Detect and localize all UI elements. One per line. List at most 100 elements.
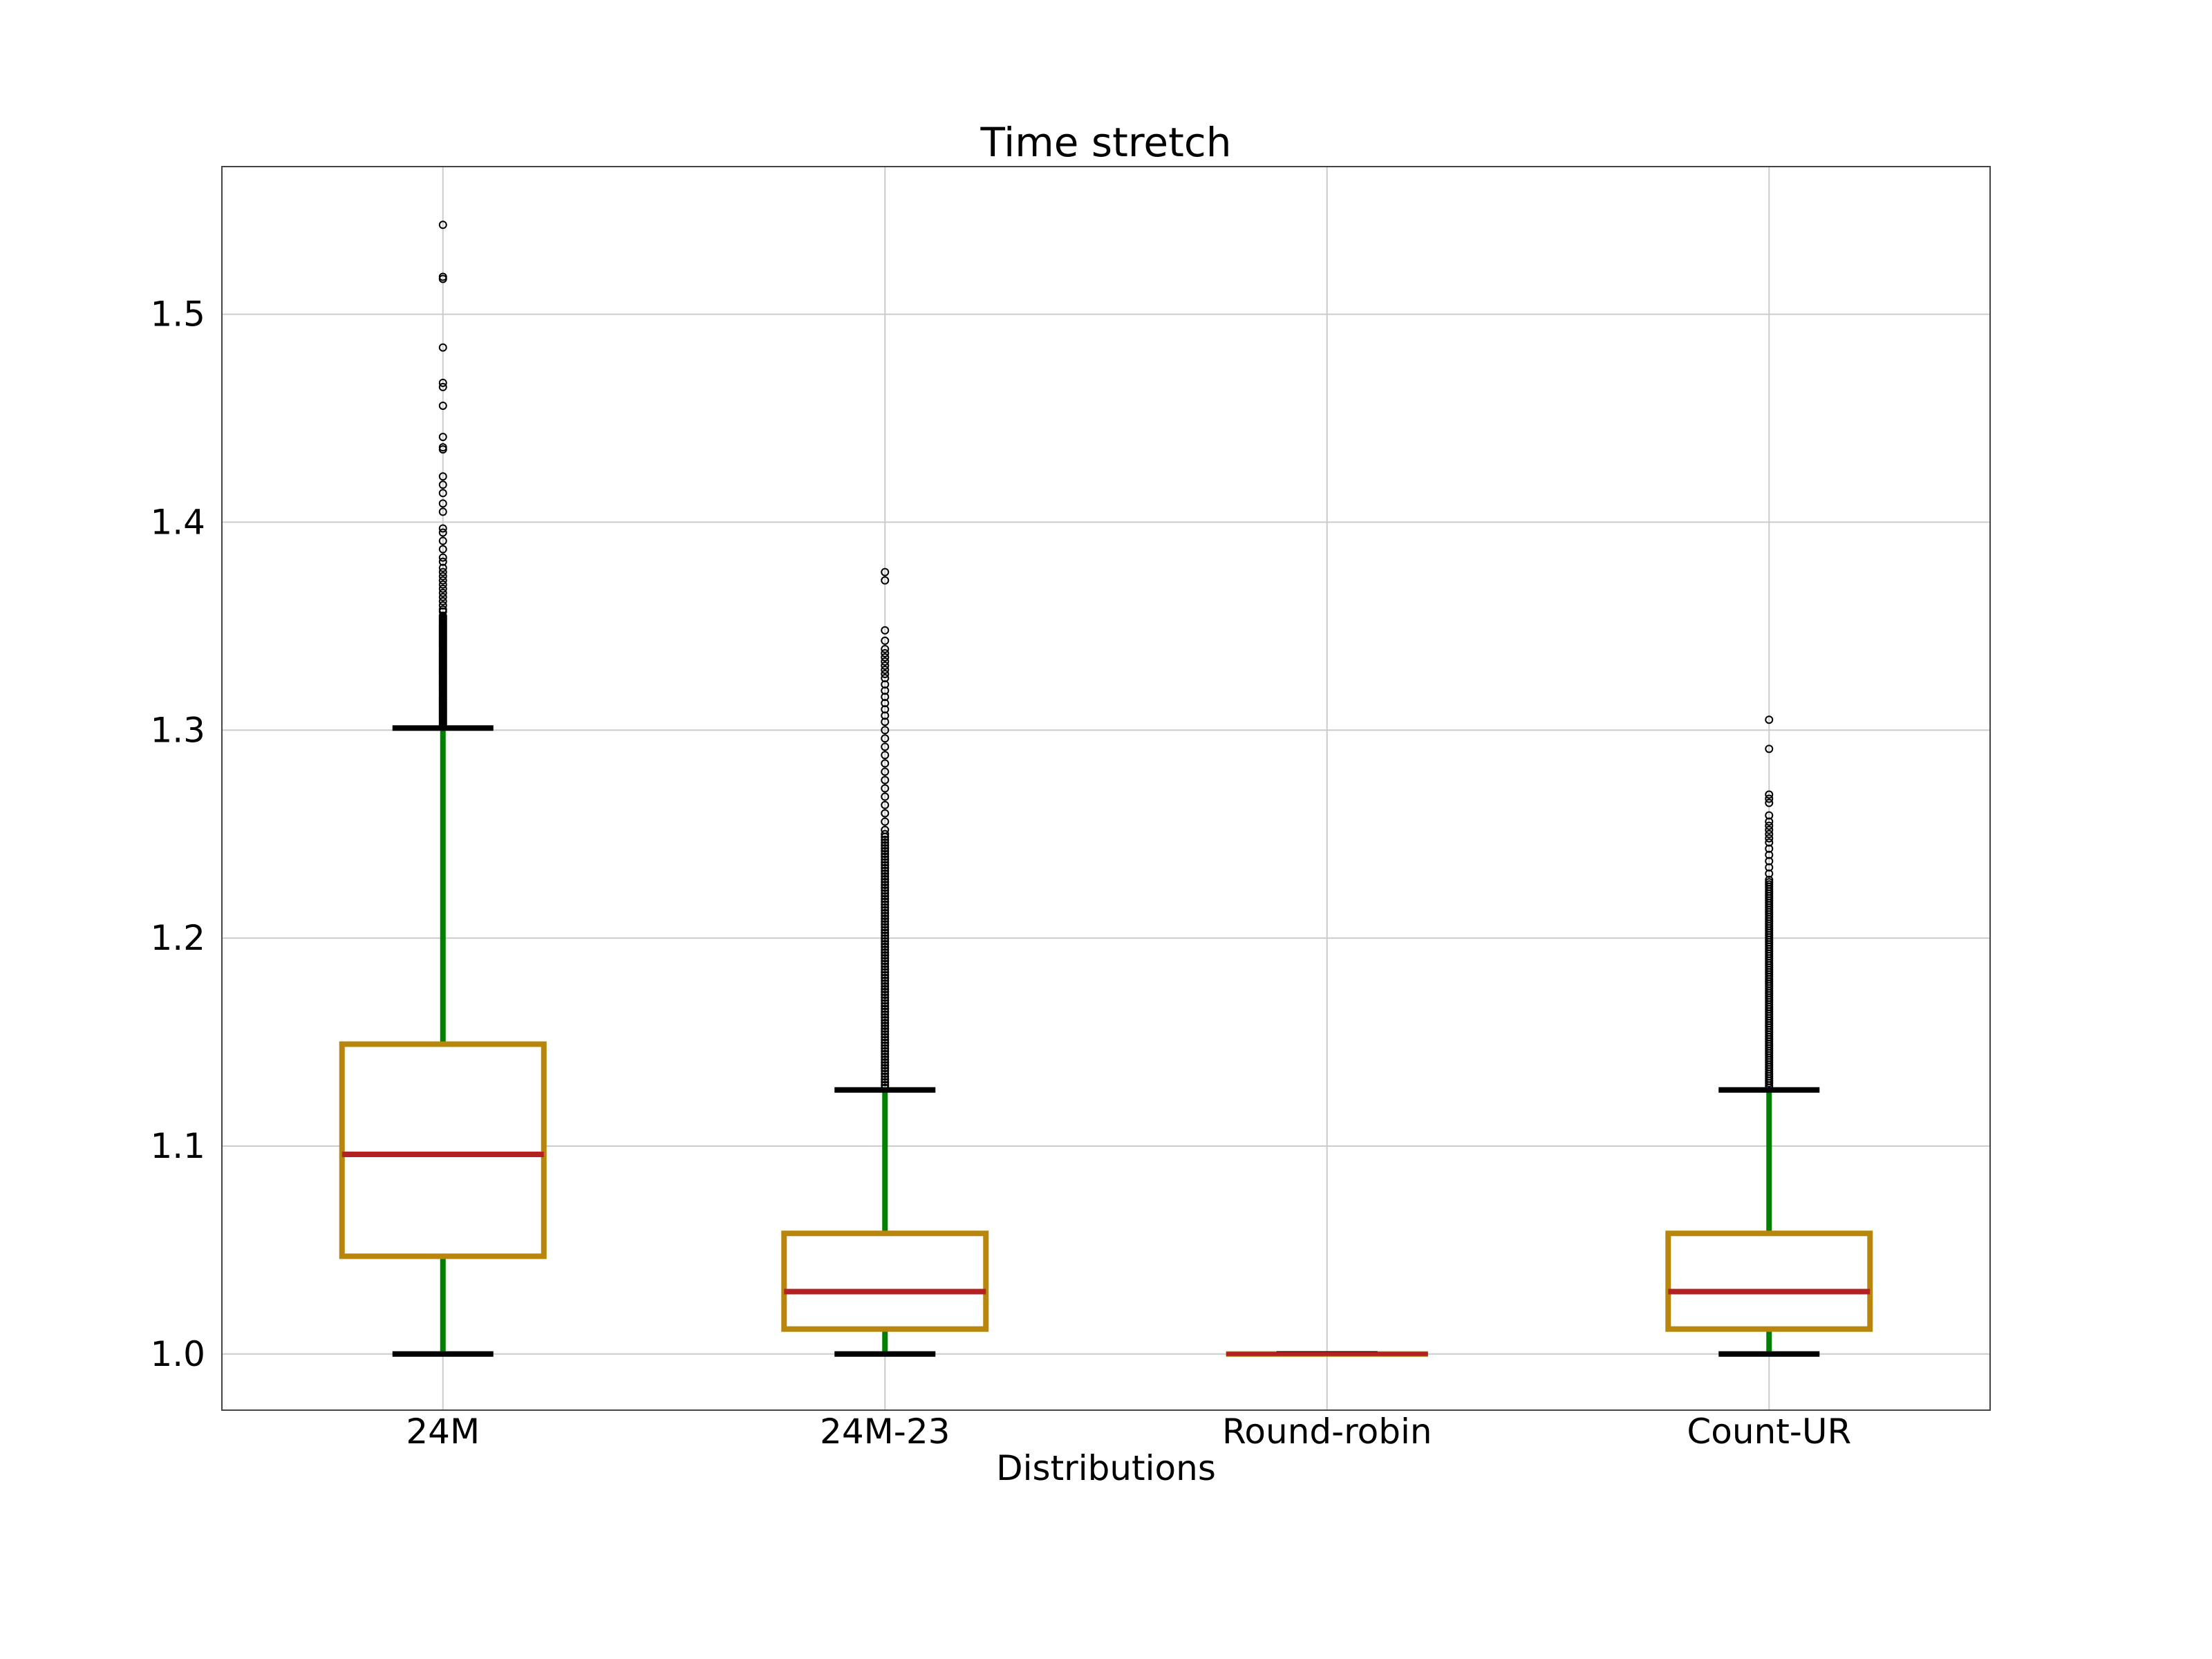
flier-point [881, 847, 890, 856]
flier-point [438, 553, 447, 562]
flier-point [881, 866, 890, 875]
flier-point [438, 536, 447, 545]
flier-point [881, 858, 890, 867]
flier-point [881, 1004, 890, 1013]
flier-point [881, 718, 890, 727]
flier-point [881, 1010, 890, 1019]
flier-point [881, 939, 890, 948]
flier-point [881, 928, 890, 937]
flier-point [881, 957, 890, 966]
flier-point [881, 861, 890, 870]
flier-point [1765, 825, 1774, 834]
flier-point [881, 883, 890, 892]
flier-point [881, 982, 890, 991]
flier-point [881, 894, 890, 903]
flier-point [881, 1067, 890, 1076]
flier-point [438, 445, 447, 454]
flier-point [881, 1033, 890, 1042]
flier-point [881, 835, 890, 844]
iqr-box [1665, 1230, 1873, 1332]
flier-point [881, 937, 890, 946]
flier-point [1765, 715, 1774, 724]
flier-point [881, 892, 890, 901]
flier-point [881, 968, 890, 977]
flier-point [881, 934, 890, 943]
iqr-box [339, 1041, 547, 1259]
flier-point [881, 734, 890, 743]
x-tick-labels: 24M 24M-23 Round-robin Count-UR [406, 1412, 1851, 1452]
flier-point [1765, 744, 1774, 753]
flier-point [1765, 869, 1774, 878]
plot-frame [221, 166, 1991, 1411]
flier-point [1765, 834, 1774, 843]
flier-point [881, 1038, 890, 1047]
flier-point [438, 401, 447, 410]
flier-point [881, 568, 890, 577]
flier-point [881, 670, 890, 679]
x-tick-label: Count-UR [1687, 1412, 1851, 1452]
flier-point [438, 572, 447, 581]
flier-point [881, 915, 890, 924]
x-tick-label: Round-robin [1222, 1412, 1432, 1452]
flier-point [881, 906, 890, 915]
flier-point [881, 869, 890, 878]
y-tick-label: 1.0 [150, 1334, 205, 1374]
flier-point [881, 942, 890, 951]
flier-point [1765, 794, 1774, 803]
flier-point [881, 965, 890, 974]
flier-point [881, 908, 890, 917]
flier-point [881, 996, 890, 1005]
flier-point [438, 584, 447, 593]
flier-point [1765, 817, 1774, 826]
flier-point [881, 962, 890, 971]
flier-point [438, 272, 447, 281]
flier-point [881, 776, 890, 785]
flier-point [438, 588, 447, 597]
flier-point [438, 568, 447, 577]
flier-point [881, 923, 890, 932]
flier-point [881, 991, 890, 1000]
flier-point [438, 524, 447, 533]
flier-point [881, 726, 890, 735]
flier-point [881, 954, 890, 963]
y-tick-label: 1.3 [150, 710, 205, 750]
flier-point [438, 607, 447, 616]
box-series [339, 221, 1873, 1357]
y-tick-label: 1.5 [150, 294, 205, 335]
flier-point [881, 1047, 890, 1056]
y-tick-label: 1.4 [150, 502, 205, 542]
flier-point [438, 597, 447, 606]
flier-point [881, 1007, 890, 1016]
flier-point [881, 1021, 890, 1030]
flier-point [881, 1018, 890, 1027]
flier-point [881, 959, 890, 968]
flier-point [881, 979, 890, 988]
flier-point [881, 900, 890, 909]
flier-point [881, 1049, 890, 1058]
flier-point [1765, 798, 1774, 807]
flier-point [881, 863, 890, 872]
flier-point [881, 984, 890, 993]
flier-point [881, 945, 890, 954]
flier-point [881, 1052, 890, 1061]
flier-point [438, 489, 447, 498]
flier-point [438, 545, 447, 554]
flier-point [881, 951, 890, 960]
flier-point [438, 343, 447, 352]
flier-point [881, 844, 890, 853]
x-tick-label: 24M-23 [820, 1412, 950, 1452]
flier-point [438, 472, 447, 481]
flier-point [881, 653, 890, 662]
flier-point [881, 1064, 890, 1073]
flier-point [881, 841, 890, 850]
flier-point [438, 507, 447, 516]
flier-point [881, 636, 890, 645]
flier-point [881, 662, 890, 671]
flier-point [881, 988, 890, 997]
flier-point [881, 920, 890, 929]
flier-point [881, 751, 890, 760]
flier-point [881, 784, 890, 793]
x-axis-label: Distributions [996, 1448, 1216, 1488]
flier-point [438, 221, 447, 229]
flier-point [881, 657, 890, 666]
